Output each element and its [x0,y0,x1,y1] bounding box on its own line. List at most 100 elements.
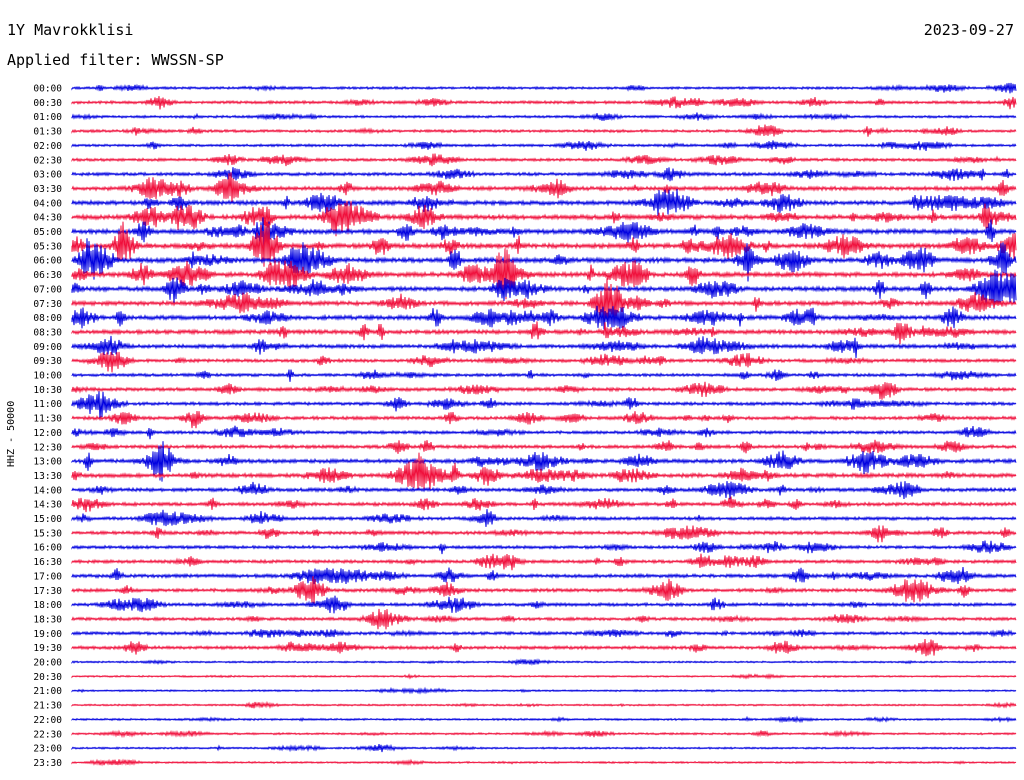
trace-row [71,351,1017,373]
row-time-label: 17:30 [33,586,62,597]
row-time-label: 05:00 [33,227,62,238]
row-time-label: 12:00 [33,428,62,439]
trace-row [71,305,1017,330]
trace-row [71,452,1017,490]
trace-row [71,566,1017,585]
row-time-label: 19:30 [33,643,62,654]
trace-row [71,82,1017,94]
trace-row [71,278,1017,326]
trace-row [71,321,1017,345]
trace-row [71,381,1017,400]
row-time-label: 22:30 [33,729,62,740]
row-time-label: 10:00 [33,371,62,382]
row-time-label: 00:00 [33,84,62,95]
trace-row [71,496,1017,513]
trace-row [71,112,1017,122]
row-time-label: 04:00 [33,198,62,209]
row-time-label: 02:30 [33,155,62,166]
row-time-label: 16:30 [33,557,62,568]
row-time-label: 14:30 [33,500,62,511]
trace-row [71,441,1017,482]
trace-row [71,576,1017,604]
row-time-label: 15:30 [33,528,62,539]
row-time-label: 01:30 [33,127,62,138]
trace-row [71,729,1017,739]
row-time-label: 03:30 [33,184,62,195]
trace-row [71,124,1017,137]
trace-row [71,200,1017,237]
trace-row [71,700,1017,709]
row-time-label: 17:00 [33,571,62,582]
row-time-label: 05:30 [33,241,62,252]
row-time-label: 11:30 [33,414,62,425]
trace-row [71,238,1017,282]
row-time-label: 00:30 [33,98,62,109]
trace-row [71,540,1017,555]
trace-row [71,167,1017,182]
row-time-label: 14:00 [33,485,62,496]
trace-row [71,188,1017,216]
row-time-label: 15:00 [33,514,62,525]
trace-row [71,425,1017,440]
row-time-label: 06:00 [33,256,62,267]
trace-row [71,658,1017,666]
row-time-label: 13:00 [33,457,62,468]
trace-row [71,153,1017,167]
trace-row [71,481,1017,500]
trace-row [71,553,1017,571]
row-time-label: 09:30 [33,356,62,367]
trace-row [71,410,1017,429]
row-time-label: 18:30 [33,614,62,625]
row-time-label: 12:30 [33,442,62,453]
row-time-label: 22:00 [33,715,62,726]
row-time-label: 06:30 [33,270,62,281]
row-time-label: 02:00 [33,141,62,152]
trace-row [71,629,1017,638]
row-time-label: 10:30 [33,385,62,396]
trace-row [71,595,1017,614]
row-time-label: 21:30 [33,701,62,712]
row-time-label: 16:00 [33,543,62,554]
row-time-label: 07:00 [33,284,62,295]
trace-row [71,743,1017,753]
station-title: 1Y Mavrokklisi [7,21,134,39]
trace-row [71,217,1017,249]
row-time-label: 03:00 [33,170,62,181]
row-time-label: 01:00 [33,112,62,123]
trace-row [71,715,1017,724]
row-time-label: 20:30 [33,672,62,683]
trace-row [71,608,1017,630]
row-time-label: 23:30 [33,758,62,769]
trace-row [71,269,1017,309]
trace-row [71,758,1017,767]
row-time-label: 21:00 [33,686,62,697]
row-time-label: 19:00 [33,629,62,640]
row-time-label: 07:30 [33,299,62,310]
row-time-label: 04:30 [33,213,62,224]
trace-row [71,525,1017,543]
trace-row [71,172,1017,203]
trace-row [71,509,1017,527]
trace-row [71,140,1017,151]
trace-row [71,369,1017,382]
date-label: 2023-09-27 [923,21,1014,39]
row-time-label: 23:00 [33,744,62,755]
row-time-label: 08:30 [33,327,62,338]
row-time-label: 18:00 [33,600,62,611]
row-time-label: 11:00 [33,399,62,410]
filter-label: Applied filter: WWSSN-SP [7,51,224,69]
trace-row [71,96,1017,110]
row-time-label: 20:00 [33,658,62,669]
row-time-label: 13:30 [33,471,62,482]
trace-row [71,673,1017,680]
trace-row [71,439,1017,454]
trace-row [71,391,1017,421]
row-time-label: 08:00 [33,313,62,324]
trace-row [71,638,1017,657]
row-time-label: 09:00 [33,342,62,353]
trace-row [71,248,1017,300]
trace-row [71,686,1017,695]
trace-row [71,220,1017,267]
trace-row [71,335,1017,359]
